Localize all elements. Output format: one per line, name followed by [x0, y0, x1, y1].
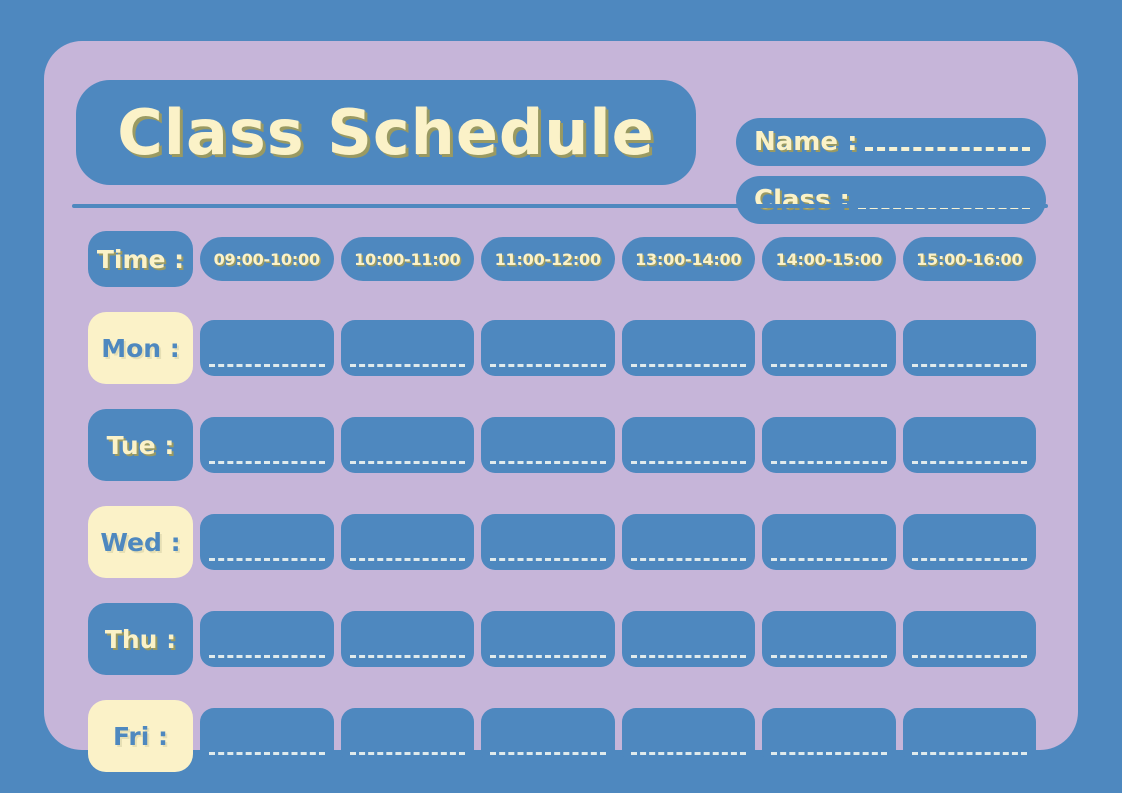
- time-slot[interactable]: 11:00-12:00: [481, 237, 615, 281]
- write-line: [771, 364, 887, 367]
- header-divider: [72, 204, 1048, 208]
- write-line: [911, 655, 1027, 658]
- header-area: Class Schedule Name : Class :: [76, 80, 1046, 224]
- entry-cell[interactable]: [621, 417, 755, 473]
- write-line: [209, 752, 325, 755]
- write-line: [490, 364, 606, 367]
- time-slot[interactable]: 14:00-15:00: [762, 237, 896, 281]
- write-line: [771, 655, 887, 658]
- day-row-wed: Wed :: [88, 506, 1036, 578]
- entry-cell[interactable]: [762, 708, 896, 764]
- time-slot[interactable]: 10:00-11:00: [340, 237, 474, 281]
- time-header-label: Time :: [88, 231, 193, 287]
- class-field-label: Class :: [754, 185, 850, 215]
- entry-cell[interactable]: [762, 320, 896, 376]
- entry-cell[interactable]: [200, 708, 334, 764]
- entry-cell[interactable]: [902, 417, 1036, 473]
- entry-cell[interactable]: [902, 514, 1036, 570]
- write-line: [209, 558, 325, 561]
- entry-cell[interactable]: [200, 611, 334, 667]
- day-label-tue: Tue :: [88, 409, 193, 481]
- write-line: [630, 558, 746, 561]
- entry-cell[interactable]: [621, 611, 755, 667]
- entry-cell[interactable]: [762, 417, 896, 473]
- write-line: [911, 364, 1027, 367]
- write-line: [490, 558, 606, 561]
- time-header-row: Time : 09:00-10:00 10:00-11:00 11:00-12:…: [88, 231, 1036, 287]
- entry-cell[interactable]: [481, 708, 615, 764]
- write-line: [349, 558, 465, 561]
- write-line: [630, 364, 746, 367]
- entry-cell[interactable]: [762, 611, 896, 667]
- day-label-fri: Fri :: [88, 700, 193, 772]
- entry-cell[interactable]: [621, 320, 755, 376]
- entry-cell[interactable]: [481, 514, 615, 570]
- write-line: [349, 461, 465, 464]
- write-line: [490, 461, 606, 464]
- page-title: Class Schedule: [117, 96, 655, 169]
- entry-cell[interactable]: [481, 417, 615, 473]
- write-line: [490, 655, 606, 658]
- write-line: [349, 752, 465, 755]
- day-label-mon: Mon :: [88, 312, 193, 384]
- name-field-blank[interactable]: [865, 133, 1030, 151]
- write-line: [911, 752, 1027, 755]
- entry-cell[interactable]: [340, 514, 474, 570]
- entry-cell[interactable]: [902, 708, 1036, 764]
- class-field[interactable]: Class :: [736, 176, 1046, 224]
- write-line: [209, 364, 325, 367]
- time-slot[interactable]: 09:00-10:00: [200, 237, 334, 281]
- entry-cell[interactable]: [200, 514, 334, 570]
- schedule-card: Class Schedule Name : Class : Time : 09:…: [44, 41, 1078, 772]
- name-field[interactable]: Name :: [736, 118, 1046, 166]
- entry-cell[interactable]: [340, 611, 474, 667]
- entry-cell[interactable]: [902, 611, 1036, 667]
- write-line: [630, 752, 746, 755]
- entry-cell[interactable]: [481, 320, 615, 376]
- entry-cell[interactable]: [902, 320, 1036, 376]
- time-slot[interactable]: 15:00-16:00: [902, 237, 1036, 281]
- entry-cell[interactable]: [200, 320, 334, 376]
- entry-cell[interactable]: [621, 708, 755, 764]
- write-line: [209, 461, 325, 464]
- entry-cell[interactable]: [621, 514, 755, 570]
- entry-cell[interactable]: [340, 417, 474, 473]
- write-line: [771, 461, 887, 464]
- day-label-thu: Thu :: [88, 603, 193, 675]
- day-label-wed: Wed :: [88, 506, 193, 578]
- day-row-mon: Mon :: [88, 312, 1036, 384]
- write-line: [209, 655, 325, 658]
- write-line: [349, 364, 465, 367]
- title-plate: Class Schedule: [76, 80, 696, 185]
- write-line: [349, 655, 465, 658]
- entry-cell[interactable]: [200, 417, 334, 473]
- write-line: [630, 461, 746, 464]
- write-line: [911, 461, 1027, 464]
- write-line: [630, 655, 746, 658]
- entry-cell[interactable]: [762, 514, 896, 570]
- entry-cell[interactable]: [340, 320, 474, 376]
- name-field-label: Name :: [754, 127, 858, 157]
- time-slot[interactable]: 13:00-14:00: [621, 237, 755, 281]
- day-row-tue: Tue :: [88, 409, 1036, 481]
- write-line: [771, 752, 887, 755]
- day-row-fri: Fri :: [88, 700, 1036, 772]
- entry-cell[interactable]: [481, 611, 615, 667]
- write-line: [490, 752, 606, 755]
- write-line: [911, 558, 1027, 561]
- write-line: [771, 558, 887, 561]
- entry-cell[interactable]: [340, 708, 474, 764]
- schedule-grid: Time : 09:00-10:00 10:00-11:00 11:00-12:…: [88, 231, 1036, 772]
- day-row-thu: Thu :: [88, 603, 1036, 675]
